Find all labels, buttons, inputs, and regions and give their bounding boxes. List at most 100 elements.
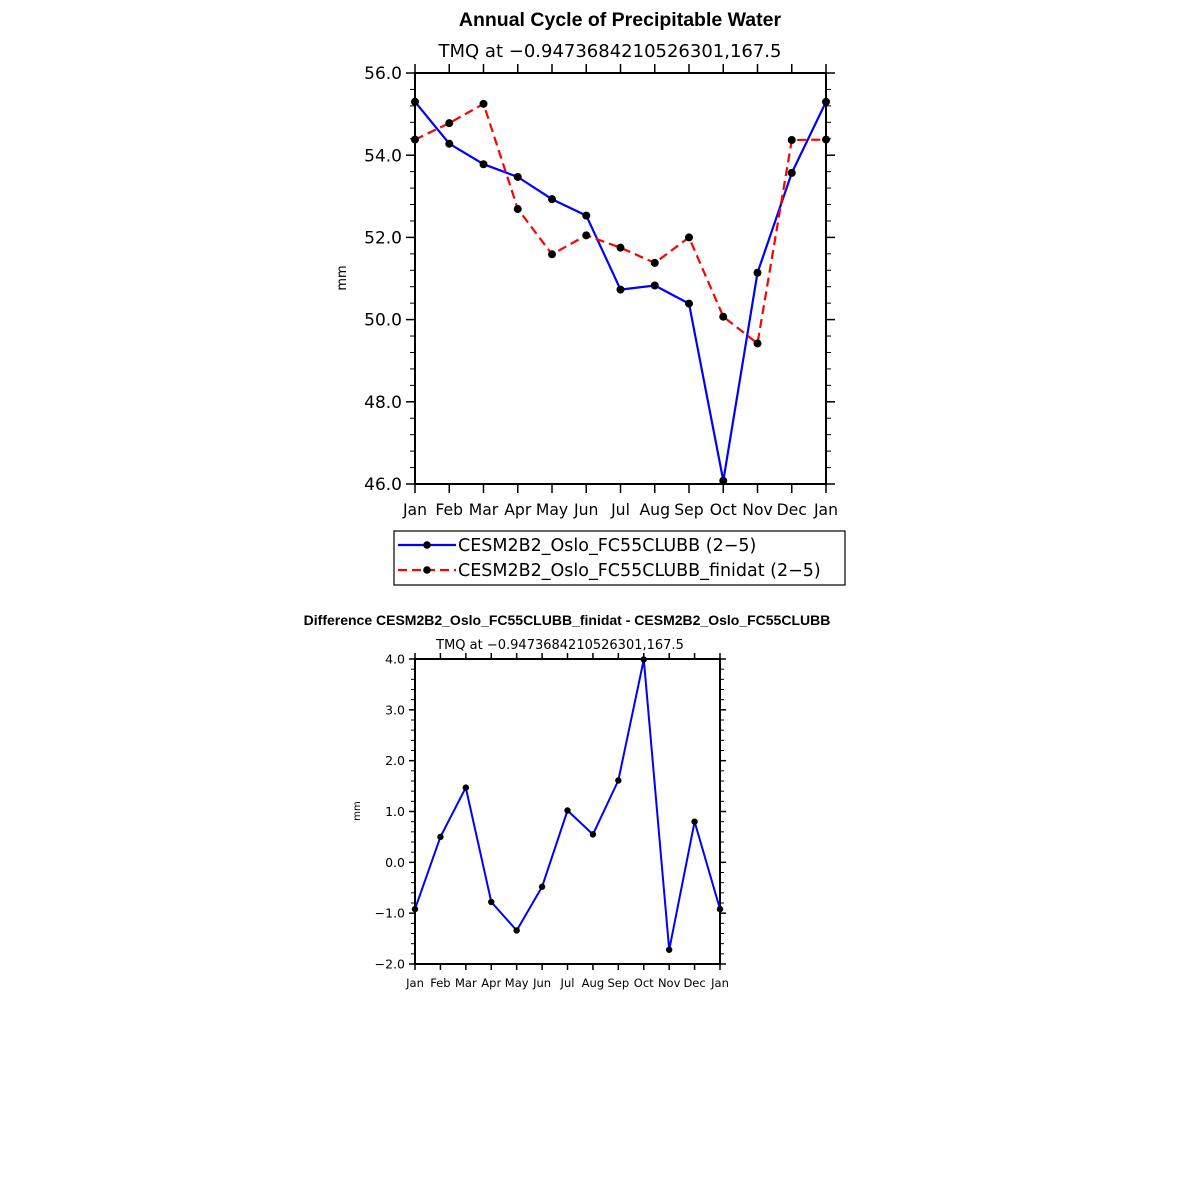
x-tick-label: Dec (777, 500, 807, 519)
y-tick-label: −2.0 (375, 957, 405, 972)
data-point (582, 231, 591, 240)
y-tick-label: 3.0 (385, 702, 405, 717)
x-tick-label: Mar (455, 976, 477, 990)
data-point (548, 250, 556, 259)
diff-series-lines (411, 656, 724, 953)
x-tick-label: Dec (683, 976, 705, 990)
data-point (691, 818, 698, 825)
data-point (411, 905, 419, 913)
data-point (479, 160, 488, 169)
x-tick-label: Apr (481, 976, 501, 990)
data-point (650, 281, 659, 290)
x-tick-label: Sep (674, 500, 704, 519)
x-tick-label: Nov (658, 976, 681, 990)
y-tick-label: 56.0 (364, 64, 402, 84)
data-point (787, 168, 796, 177)
chart-title: Annual Cycle of Precipitable Water (459, 9, 782, 31)
x-tick-label: Aug (582, 976, 604, 990)
plot-axes: 46.0 48.0 50.0 52.0 54.0 56.0 Jan Feb Mar Apr May J… (364, 64, 838, 519)
x-tick-label: Feb (430, 976, 450, 990)
data-point (719, 476, 728, 485)
x-tick-label: May (536, 500, 568, 519)
data-point (582, 211, 591, 220)
x-tick-label: May (505, 976, 529, 990)
x-tick-label: Sep (607, 976, 629, 990)
data-point (787, 135, 796, 144)
series-line-2 (414, 102, 827, 345)
diff-chart-title: Difference CESM2B2_Oslo_FC55CLUBB_finida… (304, 612, 831, 628)
x-tick-label: Jul (560, 976, 575, 990)
y-tick-label: 0.0 (385, 855, 405, 870)
x-tick-label: Jan (710, 976, 729, 990)
y-tick-label: 50.0 (364, 311, 402, 331)
y-tick-label: −1.0 (375, 906, 405, 921)
data-point (445, 119, 454, 128)
x-tick-label: Aug (639, 500, 670, 519)
data-point (513, 205, 522, 214)
x-tick-label: Jan (402, 500, 427, 519)
y-tick-label: 46.0 (364, 475, 402, 495)
legend-box (393, 530, 846, 586)
data-point (616, 285, 625, 294)
data-point (411, 135, 419, 144)
data-point (665, 946, 673, 953)
x-tick-label: Jul (610, 500, 630, 519)
y-tick-label: 4.0 (385, 652, 405, 667)
data-point (685, 299, 693, 308)
data-point (564, 807, 571, 814)
data-point (538, 883, 546, 890)
x-tick-label: Jun (532, 976, 551, 990)
data-point (479, 99, 488, 108)
data-point (462, 784, 470, 791)
data-point (640, 656, 647, 663)
data-point (719, 312, 728, 321)
data-point (445, 139, 454, 148)
y-tick-label: 2.0 (385, 753, 405, 768)
x-tick-label: Feb (435, 500, 463, 519)
x-tick-label: Jan (813, 500, 838, 519)
x-tick-label: Oct (634, 976, 654, 990)
x-tick-label: Mar (469, 500, 499, 519)
x-tick-label: Jan (405, 976, 424, 990)
data-point (437, 833, 444, 841)
y-tick-label: 52.0 (364, 229, 402, 249)
x-tick-label: Apr (504, 500, 532, 519)
data-point (513, 927, 520, 934)
diff-chart-subtitle: TMQ at −0.9473684210526301,167.5 (435, 638, 684, 653)
data-point (753, 268, 762, 277)
data-point (615, 777, 622, 784)
data-point (411, 97, 419, 106)
chart-subtitle: TMQ at −0.9473684210526301,167.5 (438, 41, 782, 62)
data-point (822, 97, 830, 106)
y-tick-label: 48.0 (364, 393, 402, 413)
y-axis-label: mm (335, 265, 350, 290)
legend-entry-2: CESM2B2_Oslo_FC55CLUBB_finidat (2−5) (458, 561, 821, 581)
diff-y-axis-label: mm (352, 801, 363, 820)
legend-marker-1 (423, 541, 431, 549)
x-tick-label: Nov (742, 500, 773, 519)
legend-entry-1: CESM2B2_Oslo_FC55CLUBB (2−5) (458, 536, 756, 556)
series-line-1 (414, 658, 721, 951)
legend: CESM2B2_Oslo_FC55CLUBB (2−5) CESM2B2_Osl… (393, 530, 846, 586)
legend-marker-2 (423, 566, 431, 574)
y-tick-label: 1.0 (385, 804, 405, 819)
data-point (685, 233, 693, 242)
data-point (616, 243, 625, 252)
x-tick-label: Oct (710, 500, 737, 519)
data-point (548, 195, 556, 204)
x-tick-label: Jun (573, 500, 598, 519)
difference-chart: Difference CESM2B2_Oslo_FC55CLUBB_finida… (304, 612, 831, 990)
data-point (488, 898, 495, 906)
annual-cycle-chart: Annual Cycle of Precipitable Water TMQ a… (335, 9, 838, 519)
y-tick-label: 54.0 (364, 146, 402, 166)
data-point (822, 135, 830, 144)
plot-frame (414, 72, 827, 485)
data-point (753, 339, 762, 348)
data-point (716, 905, 724, 913)
data-point (589, 831, 597, 838)
data-point (513, 172, 522, 181)
data-point (650, 258, 659, 267)
series-lines (411, 97, 830, 485)
